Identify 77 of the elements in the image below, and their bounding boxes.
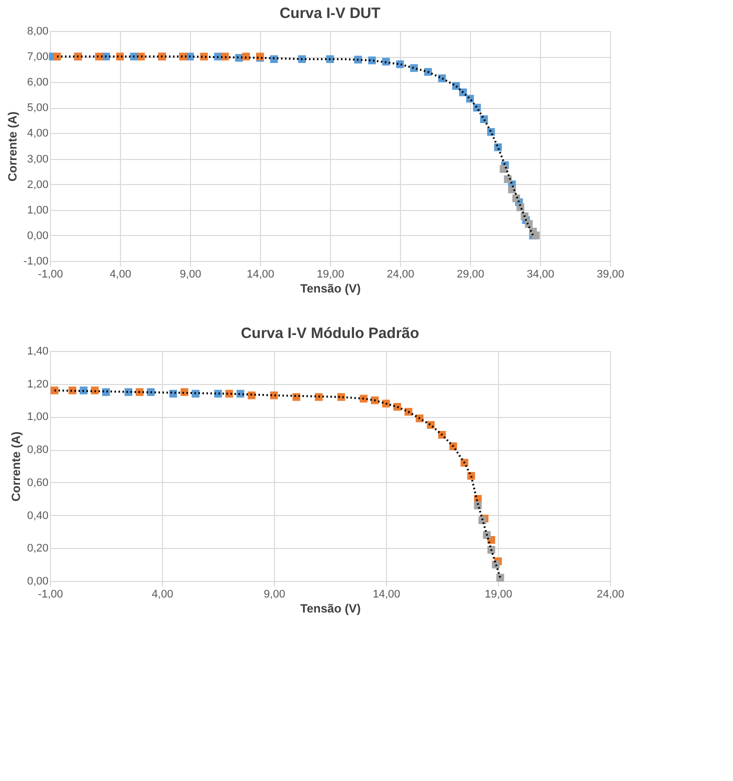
x-axis-title: Tensão (V) (300, 282, 361, 296)
point (292, 393, 300, 401)
point (500, 165, 508, 173)
point (270, 391, 278, 400)
point (221, 52, 229, 60)
x-tick-label: 19,00 (484, 588, 512, 600)
x-tick-label: 9,00 (264, 588, 286, 600)
point (236, 390, 244, 398)
y-tick-label: 5,00 (27, 102, 48, 114)
chart-title: Curva I-V Módulo Padrão (240, 325, 420, 342)
y-tick-label: 0,80 (27, 444, 48, 456)
y-tick-label: 8,00 (27, 26, 48, 38)
point (95, 52, 103, 60)
point (474, 502, 482, 510)
x-tick-label: -1,00 (38, 268, 64, 280)
point (360, 394, 368, 403)
y-tick-label: 7,00 (27, 51, 48, 64)
x-tick-label: 24,00 (596, 588, 624, 600)
chart-title: Curva I-V DUT (280, 5, 380, 22)
point (298, 55, 306, 63)
point (53, 52, 61, 60)
y-tick-label: 0,40 (27, 510, 48, 522)
y-tick-label: 3,00 (27, 153, 48, 166)
point (368, 56, 376, 64)
y-tick-label: 1,20 (27, 378, 48, 390)
x-tick-label: 14,00 (246, 268, 274, 280)
y-tick-label: 0,20 (27, 542, 48, 555)
point (487, 128, 495, 136)
x-tick-label: 4,00 (110, 268, 132, 280)
point (314, 393, 323, 401)
point (520, 212, 528, 220)
point (382, 58, 390, 66)
x-tick-label: 39,00 (596, 268, 624, 280)
y-tick-label: 1,00 (27, 204, 48, 216)
point (248, 391, 256, 400)
point (200, 52, 208, 60)
y-axis-title: Corrente (A) (9, 431, 24, 502)
point (136, 388, 144, 396)
y-axis-title: Corrente (A) (5, 111, 20, 182)
x-tick-label: 9,00 (180, 268, 202, 280)
x-tick-label: 24,00 (386, 268, 414, 280)
y-tick-label: -1,00 (23, 256, 48, 268)
point (180, 388, 188, 396)
x-axis-title: Tensão (V) (300, 602, 361, 616)
y-tick-label: 0,60 (27, 476, 48, 489)
x-tick-label: -1,00 (38, 588, 64, 600)
point (179, 52, 187, 60)
point (410, 64, 418, 72)
point (532, 232, 540, 240)
point (270, 55, 278, 63)
point (354, 56, 362, 64)
x-tick-label: 34,00 (526, 268, 554, 280)
x-tick-label: 4,00 (152, 588, 174, 600)
point (124, 388, 132, 396)
point (146, 388, 155, 396)
point (90, 386, 99, 394)
y-tick-label: 1,00 (27, 411, 48, 424)
y-tick-label: 1,40 (27, 346, 48, 358)
point (512, 194, 520, 202)
point (137, 52, 145, 60)
y-tick-label: 2,00 (27, 178, 48, 191)
point (116, 52, 124, 60)
point (102, 388, 110, 396)
point (242, 52, 250, 60)
y-tick-label: 0,00 (27, 576, 48, 588)
point (467, 472, 475, 480)
point (68, 386, 76, 394)
point (516, 203, 524, 212)
y-tick-label: 6,00 (27, 76, 48, 89)
x-tick-label: 29,00 (456, 268, 484, 280)
point (80, 386, 88, 394)
point (326, 55, 334, 63)
x-tick-label: 19,00 (316, 268, 344, 280)
y-tick-label: 4,00 (27, 128, 48, 140)
y-tick-label: 0,00 (27, 230, 48, 242)
point (50, 386, 58, 394)
x-tick-label: 14,00 (372, 588, 400, 600)
